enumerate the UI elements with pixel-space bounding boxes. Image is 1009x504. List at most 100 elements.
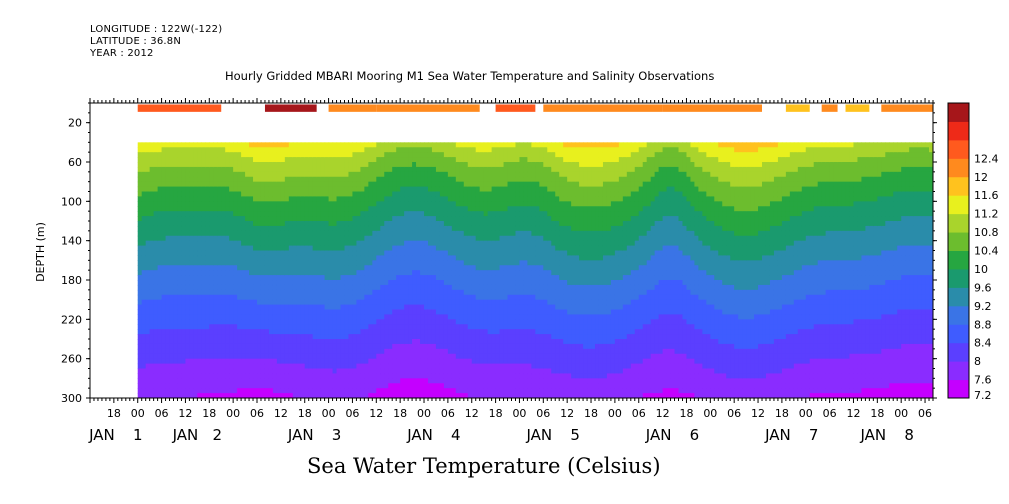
heat-cell: [173, 324, 179, 330]
heat-cell: [499, 211, 505, 217]
heat-cell: [300, 206, 306, 212]
heat-cell: [324, 157, 330, 163]
heat-cell: [264, 324, 270, 330]
heat-cell: [515, 319, 521, 325]
heat-cell: [165, 191, 171, 198]
heat-cell: [229, 250, 234, 257]
heat-cell: [145, 353, 151, 360]
heat-cell: [463, 304, 469, 311]
heat-cell: [483, 162, 489, 168]
heat-cell: [201, 284, 206, 291]
heat-cell: [177, 304, 183, 311]
heat-cell: [463, 186, 469, 193]
heat-cell: [145, 393, 151, 398]
heat-cell: [201, 319, 206, 325]
heat-cell: [253, 255, 258, 261]
heat-cell: [416, 191, 421, 198]
heat-cell: [400, 373, 405, 379]
heat-cell: [177, 383, 183, 389]
heat-cell: [245, 270, 250, 276]
heat-cell: [280, 373, 286, 379]
heat-cell: [467, 353, 473, 360]
heat-cell: [455, 289, 461, 296]
heat-cell: [272, 270, 278, 276]
heat-cell: [288, 162, 294, 168]
heat-cell: [348, 147, 354, 153]
heat-cell: [169, 314, 175, 320]
heat-cell: [304, 319, 310, 325]
heat-cell: [416, 363, 421, 370]
heat-cell: [189, 221, 194, 227]
heat-cell: [292, 201, 298, 207]
heat-cell: [475, 378, 481, 384]
heat-cell: [447, 255, 453, 261]
heat-cell: [288, 294, 294, 301]
heat-cell: [352, 343, 358, 350]
heat-cell: [205, 162, 210, 168]
heat-cell: [408, 166, 413, 173]
heat-cell: [400, 201, 405, 207]
heat-cell: [217, 162, 222, 168]
heat-cell: [499, 299, 505, 306]
heat-cell: [149, 383, 155, 389]
heat-cell: [336, 309, 342, 316]
heat-cell: [173, 388, 179, 394]
heat-cell: [443, 294, 449, 301]
heat-cell: [312, 191, 318, 198]
heat-cell: [348, 329, 354, 335]
heat-cell: [507, 275, 513, 281]
heat-cell: [332, 260, 338, 266]
heat-cell: [376, 152, 381, 158]
heat-cell: [471, 260, 477, 266]
heat-cell: [332, 166, 338, 173]
heat-cell: [420, 299, 425, 306]
heat-cell: [249, 299, 254, 306]
heat-cell: [213, 176, 218, 183]
heat-cell: [416, 240, 421, 247]
heat-cell: [225, 240, 230, 247]
heat-cell: [189, 142, 194, 148]
heat-cell: [157, 147, 163, 153]
heat-cell: [416, 319, 421, 325]
heat-cell: [451, 373, 457, 379]
heat-cell: [471, 319, 477, 325]
heat-cell: [320, 270, 326, 276]
heat-cell: [507, 339, 513, 345]
heat-cell: [300, 255, 306, 261]
heat-cell: [137, 368, 143, 375]
heat-cell: [288, 368, 294, 375]
heat-cell: [340, 343, 346, 350]
heat-cell: [328, 275, 334, 281]
heat-cell: [308, 162, 314, 168]
heat-cell: [332, 289, 338, 296]
heat-cell: [384, 260, 389, 266]
heat-cell: [392, 275, 397, 281]
heat-cell: [344, 206, 350, 212]
heat-cell: [352, 368, 358, 375]
heat-cell: [491, 245, 497, 252]
heat-cell: [197, 162, 202, 168]
heat-cell: [296, 255, 302, 261]
heat-cell: [264, 166, 270, 173]
heat-cell: [424, 319, 429, 325]
heat-cell: [416, 265, 421, 271]
heat-cell: [451, 319, 457, 325]
heat-cell: [507, 319, 513, 325]
heat-cell: [475, 147, 481, 153]
heat-cell: [384, 142, 389, 148]
heat-cell: [380, 250, 385, 257]
heat-cell: [149, 225, 155, 232]
heat-cell: [153, 373, 159, 379]
heat-cell: [467, 230, 473, 237]
heat-cell: [284, 162, 290, 168]
heat-cell: [344, 294, 350, 301]
heat-cell: [511, 314, 517, 320]
heat-cell: [213, 147, 218, 153]
heat-cell: [439, 388, 445, 394]
heat-cell: [420, 250, 425, 257]
heat-cell: [360, 152, 365, 158]
heat-cell: [304, 358, 310, 365]
heat-cell: [483, 280, 489, 286]
heat-cell: [439, 393, 445, 398]
heat-cell: [467, 309, 473, 316]
